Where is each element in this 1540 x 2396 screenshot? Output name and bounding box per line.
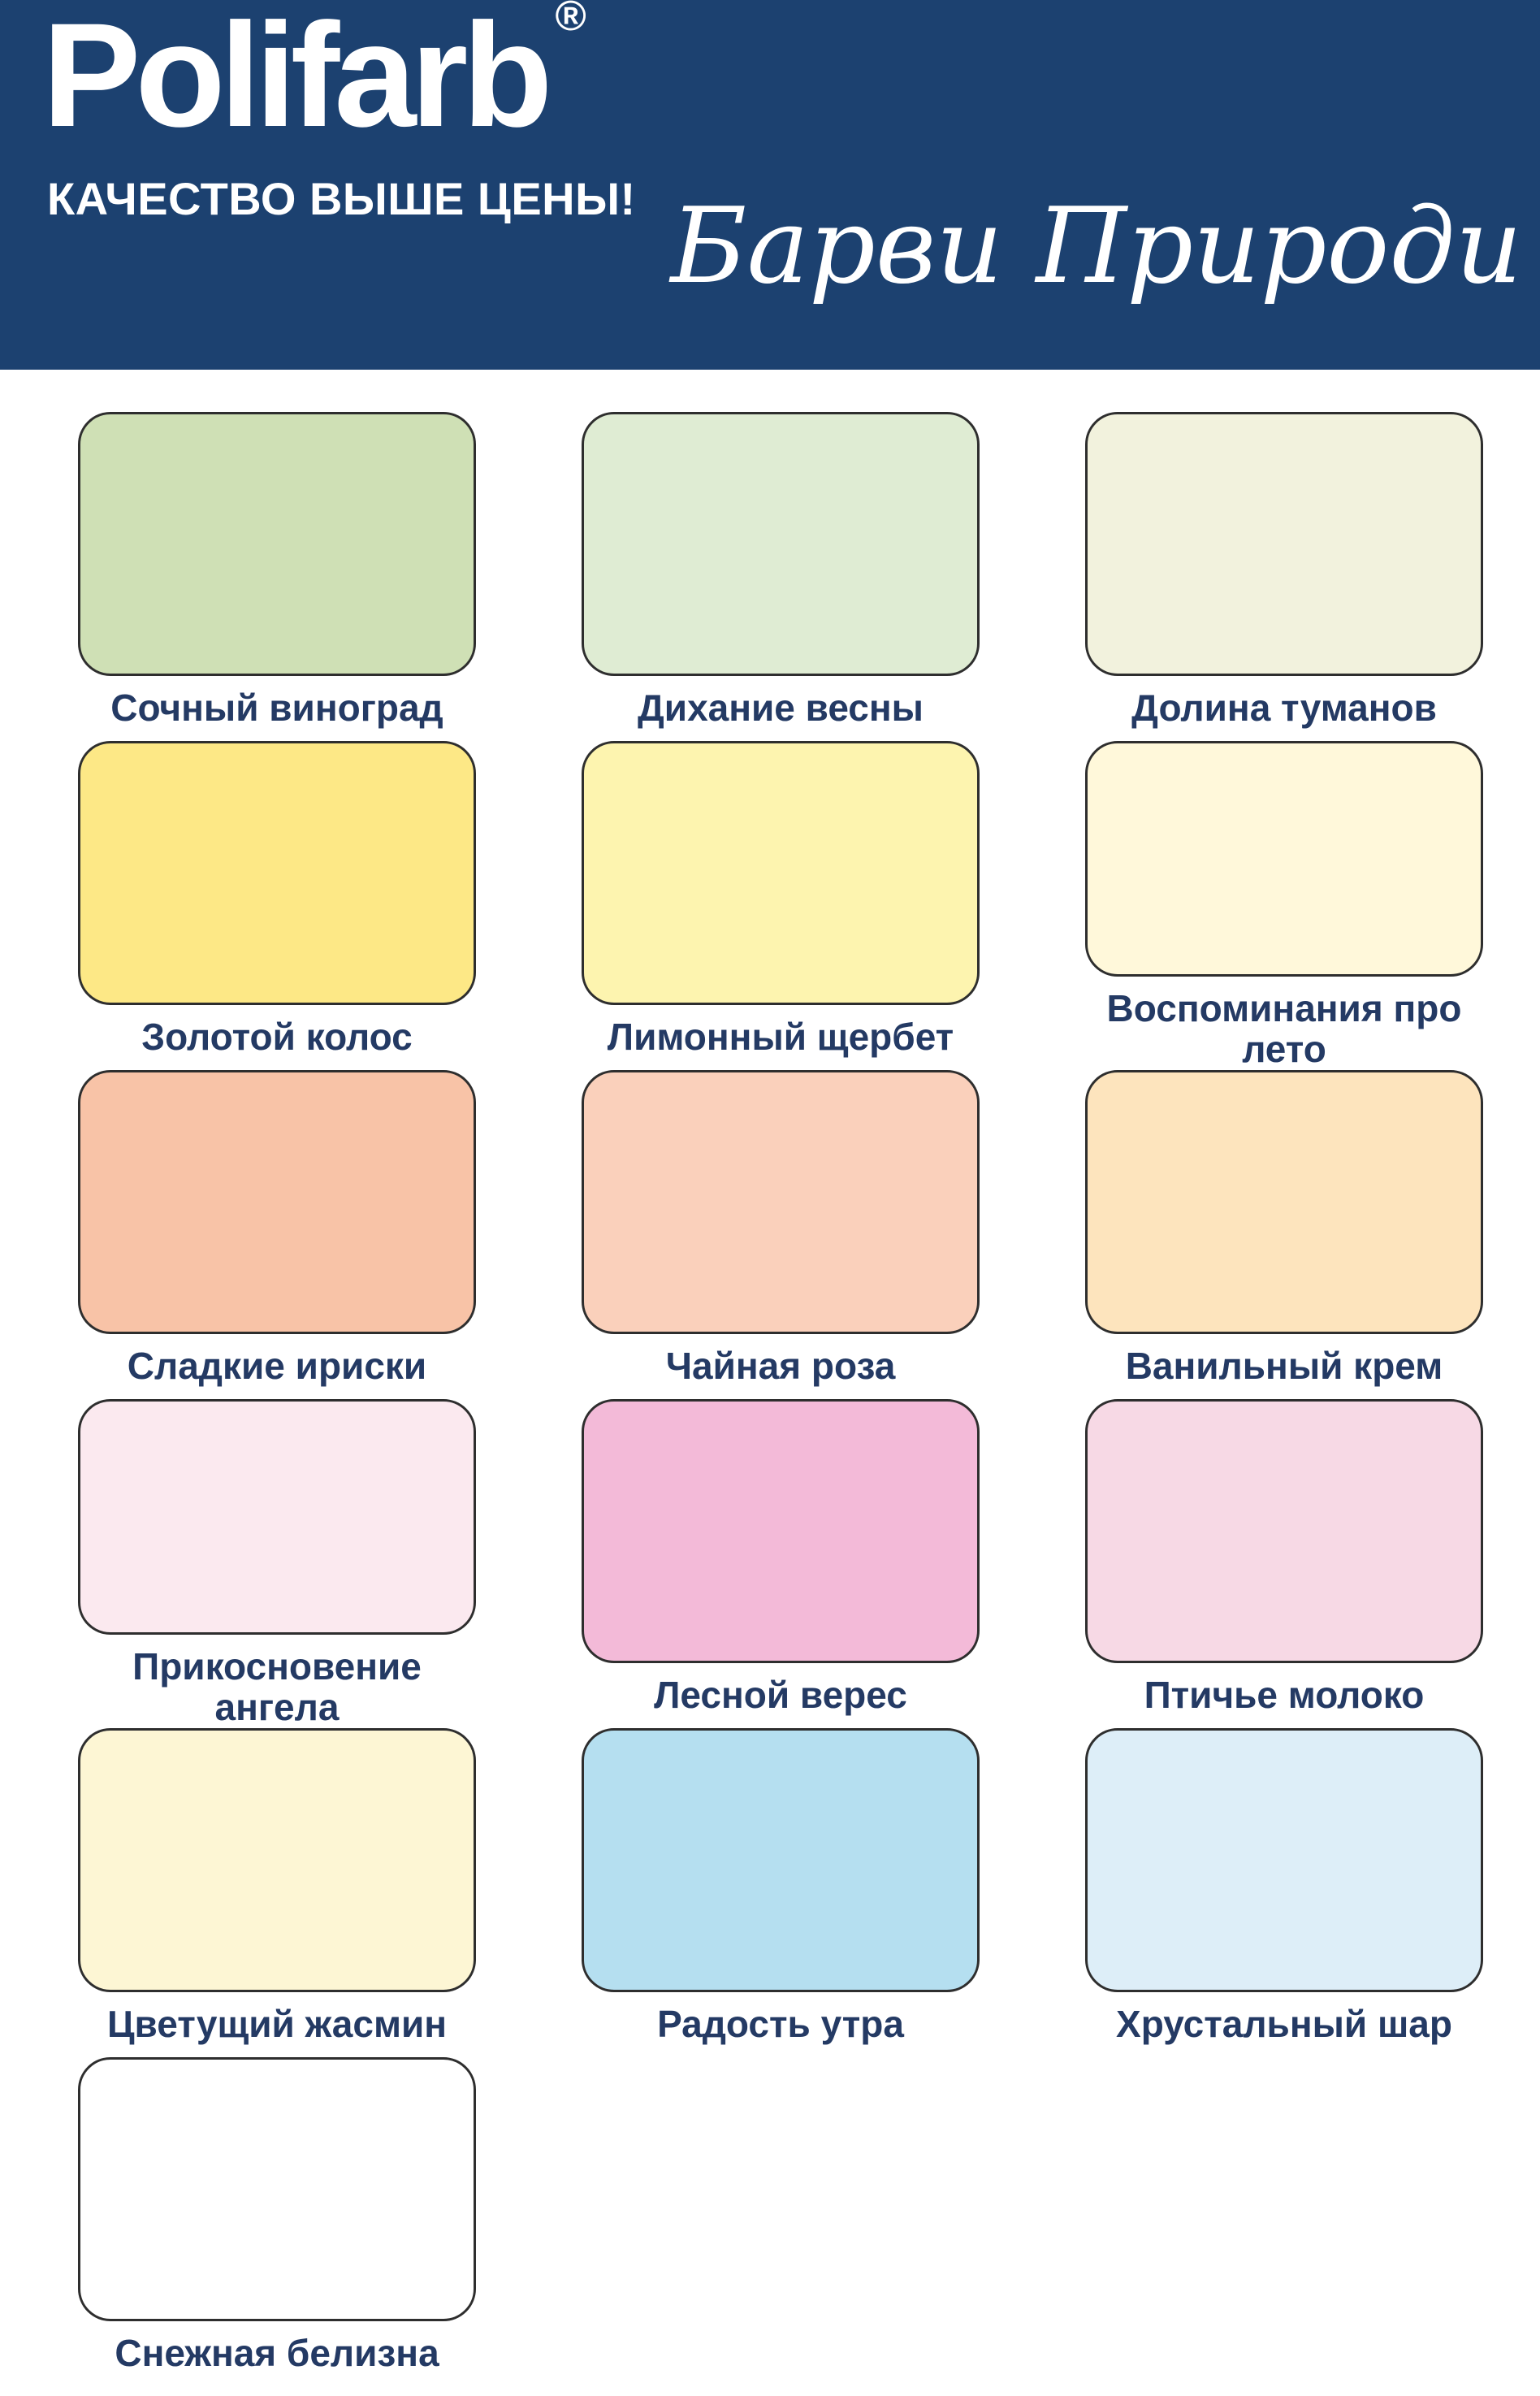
collection-title-script: Барви Природи [670,186,1523,307]
polifarb-logo: Polifarb ® [42,0,586,156]
brand-tagline: КАЧЕСТВО ВЫШЕ ЦЕНЫ! [47,173,636,224]
swatch-cell: Сочный виноград [78,412,476,741]
swatch-label: Снежная белизна [115,2332,439,2374]
color-swatch [78,1399,476,1635]
color-swatch [582,1070,980,1334]
swatch-cell: Дихание весны [582,412,980,741]
swatch-cell: Птичье молоко [1085,1399,1483,1728]
swatch-cell: Золотой колос [78,741,476,1070]
swatch-label: Чайная роза [665,1345,896,1387]
color-swatch [78,1728,476,1992]
swatch-label: Радость утра [657,2003,904,2045]
registered-trademark-symbol: ® [555,0,586,40]
swatch-label: Птичье молоко [1144,1674,1425,1716]
swatch-label: Сладкие ириски [127,1345,427,1387]
color-swatch [1085,1728,1483,1992]
brand-header: Polifarb ® КАЧЕСТВО ВЫШЕ ЦЕНЫ! Барви Прир… [0,0,1540,370]
swatch-cell: Долина туманов [1085,412,1483,741]
swatch-cell: Радость утра [582,1728,980,2057]
swatch-label: Цветущий жасмин [106,2003,448,2045]
swatch-label: Прикосновение ангела [132,1644,422,1729]
swatch-cell: Прикосновение ангела [78,1399,476,1728]
color-swatch [78,741,476,1005]
swatch-grid: Сочный виноград Дихание весны Долина туман… [0,370,1540,2386]
swatch-label: Хрустальный шар [1116,2003,1452,2045]
swatch-cell: Лимонный щербет [582,741,980,1070]
color-swatch [582,1399,980,1663]
swatch-label: Воспоминания про лето [1106,986,1462,1071]
swatch-cell: Ванильный крем [1085,1070,1483,1399]
swatch-label: Долина туманов [1131,687,1437,729]
swatch-cell: Чайная роза [582,1070,980,1399]
color-swatch [1085,412,1483,676]
swatch-label: Лимонный щербет [607,1016,954,1058]
swatch-cell: Снежная белизна [78,2057,476,2386]
swatch-label: Сочный виноград [110,687,443,729]
swatch-cell: Воспоминания про лето [1085,741,1483,1070]
swatch-cell: Цветущий жасмин [78,1728,476,2057]
color-swatch [1085,741,1483,977]
swatch-cell: Сладкие ириски [78,1070,476,1399]
color-swatch [78,412,476,676]
logo-text: Polifarb [42,0,553,158]
color-swatch [78,2057,476,2321]
color-swatch [78,1070,476,1334]
color-swatch [582,741,980,1005]
color-swatch [582,1728,980,1992]
swatch-cell: Лесной верес [582,1399,980,1728]
color-swatch [582,412,980,676]
color-swatch [1085,1070,1483,1334]
swatch-label: Золотой колос [141,1016,413,1058]
swatch-label: Ванильный крем [1125,1345,1443,1387]
swatch-label: Лесной верес [654,1674,907,1716]
color-swatch [1085,1399,1483,1663]
swatch-cell: Хрустальный шар [1085,1728,1483,2057]
swatch-label: Дихание весны [638,687,924,729]
